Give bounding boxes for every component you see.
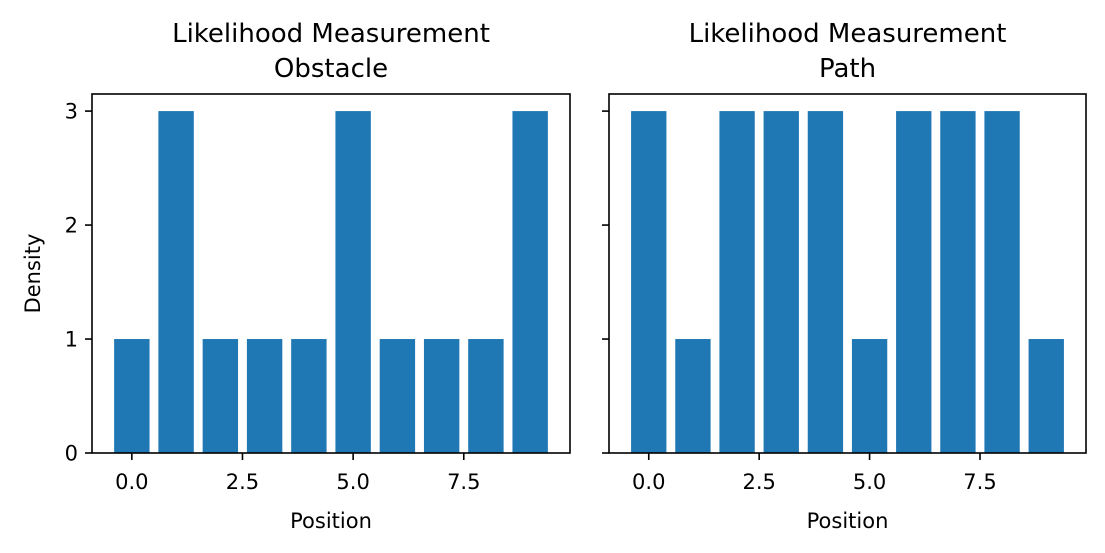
y-tick-label: 1 (65, 328, 78, 352)
x-axis-label: Position (290, 509, 372, 533)
chart-title: Likelihood Measurement Path (689, 19, 1007, 84)
bar-7 (940, 111, 976, 453)
bar-6 (896, 111, 932, 453)
bar-2 (202, 339, 239, 453)
bar-8 (468, 339, 504, 453)
x-tick-label: 0.0 (632, 470, 665, 494)
bar-1 (675, 339, 711, 453)
bar-9 (512, 111, 548, 453)
x-tick-label: 5.0 (853, 470, 886, 494)
x-tick-label: 2.5 (226, 470, 259, 494)
bar-3 (246, 339, 283, 453)
bar-4 (291, 339, 327, 453)
x-tick-label: 7.5 (963, 470, 996, 494)
bar-6 (379, 339, 416, 453)
y-tick-label: 0 (65, 442, 78, 466)
x-tick-label: 0.0 (115, 470, 148, 494)
bar-5 (851, 339, 888, 453)
bar-1 (158, 111, 194, 453)
x-tick-label: 7.5 (447, 470, 480, 494)
y-tick-label: 2 (65, 214, 78, 238)
bar-8 (984, 111, 1020, 453)
axes-frame (608, 93, 1087, 454)
bar-4 (807, 111, 844, 453)
bar-5 (335, 111, 371, 453)
bar-0 (631, 111, 667, 453)
x-axis-label: Position (807, 509, 889, 533)
chart-1: 0.0 2.5 5.0 7.5 0 1 2 3 Likelihood Measurement Ob… (21, 19, 571, 533)
x-tick-label: 2.5 (742, 470, 775, 494)
bar-7 (423, 339, 460, 453)
bar-3 (763, 111, 799, 453)
x-tick-label: 5.0 (336, 470, 369, 494)
bar-2 (719, 111, 755, 453)
chart-title: Likelihood Measurement Obstacle (172, 19, 490, 84)
y-tick-label: 3 (65, 100, 78, 124)
axes-frame (91, 93, 571, 454)
bar-0 (114, 339, 150, 453)
chart-2: 0.0 2.5 5.0 7.5 Likelihood Measurement Path Po… (602, 19, 1087, 533)
bar-9 (1028, 339, 1064, 453)
y-axis-label: Density (21, 234, 45, 314)
